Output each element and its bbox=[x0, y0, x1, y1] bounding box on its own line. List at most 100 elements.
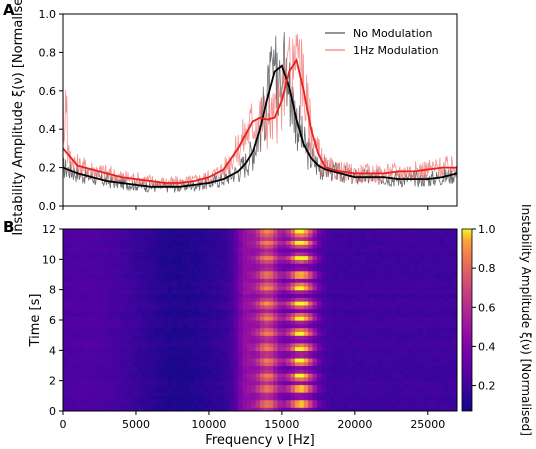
heatmap-cell bbox=[268, 392, 274, 397]
heatmap-cell bbox=[238, 320, 244, 325]
heatmap-cell bbox=[308, 232, 314, 238]
heatmap-cell bbox=[119, 357, 125, 363]
heatmap-cell bbox=[67, 266, 73, 272]
heatmap-cell bbox=[365, 342, 371, 348]
heatmap-cell bbox=[443, 274, 449, 279]
heatmap-cell bbox=[408, 293, 414, 298]
heatmap-cell bbox=[224, 350, 230, 355]
heatmap-cell bbox=[430, 312, 436, 317]
heatmap-cell bbox=[251, 289, 257, 295]
heatmap-cell bbox=[106, 304, 112, 310]
heatmap-cell bbox=[281, 316, 287, 321]
heatmap-cell bbox=[430, 308, 436, 314]
heatmap-cell bbox=[325, 331, 331, 336]
heatmap-cell bbox=[238, 289, 244, 295]
heatmap-cell bbox=[119, 350, 125, 355]
heatmap-cell bbox=[98, 266, 103, 272]
heatmap-cell bbox=[246, 403, 252, 408]
heatmap-cell bbox=[443, 331, 449, 336]
heatmap-cell bbox=[430, 342, 436, 348]
heatmap-cell bbox=[391, 266, 397, 272]
heatmap-cell bbox=[365, 403, 371, 408]
heatmap-cell bbox=[154, 331, 160, 336]
heatmap-cell bbox=[386, 342, 392, 348]
heatmap-cell bbox=[452, 244, 457, 249]
heatmap-cell bbox=[321, 357, 327, 363]
heatmap-cell bbox=[303, 304, 309, 310]
heatmap-cell bbox=[408, 342, 414, 348]
heatmap-cell bbox=[330, 316, 336, 321]
heatmap-cell bbox=[84, 301, 90, 306]
heatmap-cell bbox=[111, 263, 117, 268]
heatmap-cell bbox=[146, 282, 152, 287]
heatmap-cell bbox=[133, 232, 139, 238]
heatmap-cell bbox=[128, 308, 134, 314]
heatmap-cell bbox=[439, 263, 445, 268]
heatmap-cell bbox=[378, 376, 384, 382]
heatmap-cell bbox=[115, 335, 121, 340]
heatmap-cell bbox=[115, 274, 121, 279]
heatmap-cell bbox=[334, 392, 340, 397]
heatmap-cell bbox=[386, 240, 392, 245]
heatmap-cell bbox=[391, 240, 397, 245]
heatmap-cell bbox=[150, 297, 156, 302]
heatmap-cell bbox=[102, 399, 108, 405]
heatmap-cell bbox=[119, 331, 125, 336]
heatmap-cell bbox=[141, 247, 147, 253]
heatmap-cell bbox=[255, 270, 261, 276]
heatmap-cell bbox=[194, 403, 200, 408]
heatmap-cell bbox=[260, 240, 265, 245]
heatmap-cell bbox=[119, 384, 125, 389]
heatmap-cell bbox=[89, 240, 95, 245]
y-tick-label: 0.4 bbox=[39, 123, 57, 136]
heatmap-cell bbox=[233, 365, 239, 370]
heatmap-cell bbox=[233, 331, 239, 336]
heatmap-cell bbox=[168, 263, 174, 268]
heatmap-cell bbox=[154, 369, 160, 374]
heatmap-cell bbox=[404, 263, 410, 268]
heatmap-cell bbox=[286, 308, 292, 314]
heatmap-cell bbox=[400, 304, 406, 310]
heatmap-cell bbox=[106, 392, 112, 397]
heatmap-cell bbox=[316, 350, 322, 355]
heatmap-cell bbox=[268, 293, 274, 298]
heatmap-cell bbox=[181, 259, 187, 264]
heatmap-cell bbox=[373, 304, 379, 310]
heatmap-cell bbox=[233, 278, 239, 283]
heatmap-cell bbox=[443, 229, 449, 234]
heatmap-cell bbox=[421, 304, 427, 310]
heatmap-cell bbox=[80, 282, 86, 287]
heatmap-cell bbox=[128, 384, 134, 389]
heatmap-cell bbox=[76, 293, 82, 298]
heatmap-cell bbox=[365, 244, 371, 249]
heatmap-cell bbox=[260, 361, 265, 367]
heatmap-cell bbox=[435, 373, 441, 378]
heatmap-cell bbox=[154, 301, 160, 306]
heatmap-cell bbox=[111, 259, 117, 264]
heatmap-cell bbox=[98, 285, 103, 291]
heatmap-cell bbox=[408, 338, 414, 344]
heatmap-cell bbox=[242, 297, 248, 302]
heatmap-cell bbox=[176, 399, 182, 405]
heatmap-cell bbox=[124, 259, 130, 264]
heatmap-cell bbox=[448, 320, 454, 325]
heatmap-cell bbox=[111, 357, 117, 363]
heatmap-cell bbox=[150, 376, 156, 382]
heatmap-cell bbox=[303, 274, 309, 279]
heatmap-cell bbox=[233, 338, 239, 344]
heatmap-cell bbox=[356, 244, 362, 249]
heatmap-cell bbox=[89, 380, 95, 386]
heatmap-cell bbox=[417, 259, 423, 264]
heatmap-cell bbox=[124, 376, 130, 382]
heatmap-cell bbox=[102, 278, 108, 283]
heatmap-cell bbox=[168, 407, 174, 411]
heatmap-cell bbox=[330, 266, 336, 272]
heatmap-cell bbox=[67, 247, 73, 253]
heatmap-cell bbox=[111, 392, 117, 397]
heatmap-cell bbox=[308, 247, 314, 253]
panel-a-smooth-lines bbox=[63, 57, 457, 188]
heatmap-cell bbox=[452, 320, 457, 325]
heatmap-cell bbox=[150, 342, 156, 348]
heatmap-cell bbox=[382, 392, 388, 397]
heatmap-cell bbox=[98, 259, 103, 264]
